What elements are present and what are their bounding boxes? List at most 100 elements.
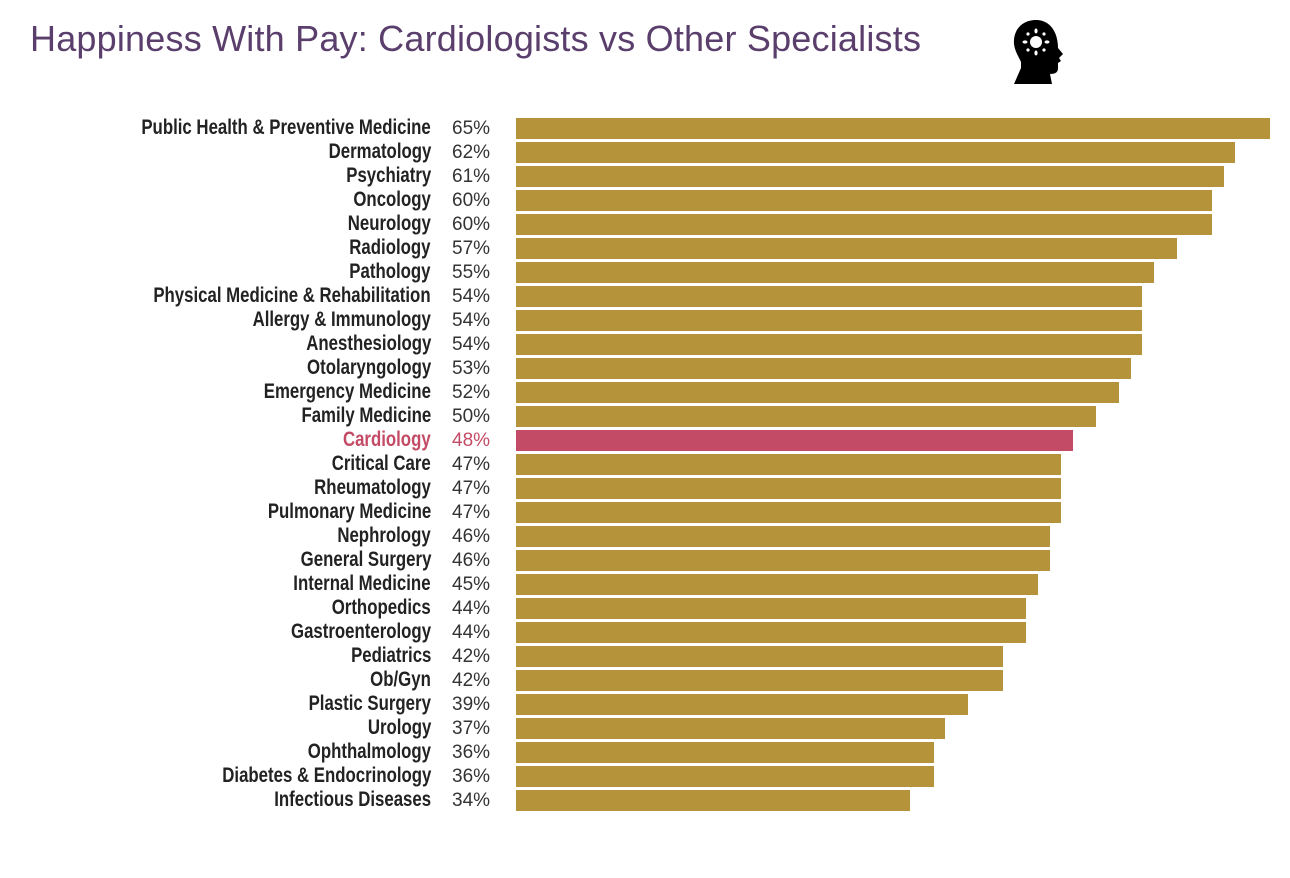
bar-row: Gastroenterology 44% xyxy=(0,621,1290,645)
bar xyxy=(516,382,1120,403)
bar-row: Pathology 55% xyxy=(0,261,1290,285)
category-label: Ophthalmology xyxy=(307,740,431,763)
category-label: Pediatrics xyxy=(350,644,431,667)
category-label: Public Health & Preventive Medicine xyxy=(141,116,431,139)
category-label: General Surgery xyxy=(300,548,431,571)
value-label: 39% xyxy=(452,694,491,715)
category-label: Orthopedics xyxy=(332,596,431,619)
bar xyxy=(516,502,1062,523)
bar xyxy=(516,358,1131,379)
bar xyxy=(516,190,1212,211)
value-label: 47% xyxy=(452,454,491,475)
bar-row: Public Health & Preventive Medicine 65% xyxy=(0,117,1290,141)
bar-row: Radiology 57% xyxy=(0,237,1290,261)
bar-row: Pulmonary Medicine 47% xyxy=(0,501,1290,525)
category-label: Radiology xyxy=(349,236,431,259)
bar xyxy=(516,262,1154,283)
category-label: Pulmonary Medicine xyxy=(267,500,431,523)
bar xyxy=(516,166,1224,187)
chart-title: Happiness With Pay: Cardiologists vs Oth… xyxy=(30,18,922,59)
bar xyxy=(516,742,934,763)
bar-row: General Surgery 46% xyxy=(0,549,1290,573)
bar-row: Pediatrics 42% xyxy=(0,645,1290,669)
value-label: 44% xyxy=(452,622,491,643)
category-label: Nephrology xyxy=(337,524,431,547)
category-label: Plastic Surgery xyxy=(308,692,431,715)
bar-row: Diabetes & Endocrinology 36% xyxy=(0,765,1290,789)
category-label: Rheumatology xyxy=(314,476,431,499)
value-label: 45% xyxy=(452,574,491,595)
bar-row: Ophthalmology 36% xyxy=(0,741,1290,765)
value-label: 54% xyxy=(452,286,491,307)
bar xyxy=(516,286,1143,307)
bar xyxy=(516,574,1038,595)
value-label: 53% xyxy=(452,358,491,379)
bar-row: Internal Medicine 45% xyxy=(0,573,1290,597)
bar xyxy=(516,454,1062,475)
bar-row: Oncology 60% xyxy=(0,189,1290,213)
bar-row: Anesthesiology 54% xyxy=(0,333,1290,357)
bar-row: Emergency Medicine 52% xyxy=(0,381,1290,405)
bar xyxy=(516,334,1143,355)
bar-row: Cardiology 48% xyxy=(0,429,1290,453)
category-label: Emergency Medicine xyxy=(263,380,431,403)
bar xyxy=(516,766,934,787)
bar-row: Psychiatry 61% xyxy=(0,165,1290,189)
value-label: 37% xyxy=(452,718,491,739)
value-label: 46% xyxy=(452,526,491,547)
bar xyxy=(516,238,1178,259)
bar xyxy=(516,142,1236,163)
bar-row: Neurology 60% xyxy=(0,213,1290,237)
bar xyxy=(516,478,1062,499)
category-label: Cardiology xyxy=(343,428,431,451)
value-label: 44% xyxy=(452,598,491,619)
value-label: 36% xyxy=(452,766,491,787)
bar-row: Rheumatology 47% xyxy=(0,477,1290,501)
bar-row: Family Medicine 50% xyxy=(0,405,1290,429)
value-label: 62% xyxy=(452,142,491,163)
value-label: 55% xyxy=(452,262,491,283)
value-label: 34% xyxy=(452,790,491,811)
category-label: Psychiatry xyxy=(346,164,431,187)
value-label: 36% xyxy=(452,742,491,763)
bar xyxy=(516,430,1073,451)
category-label: Critical Care xyxy=(332,452,431,475)
value-label: 48% xyxy=(452,430,491,451)
category-label: Anesthesiology xyxy=(305,332,431,355)
bar xyxy=(516,694,969,715)
value-label: 47% xyxy=(452,478,491,499)
bar-row: Critical Care 47% xyxy=(0,453,1290,477)
bar xyxy=(516,718,946,739)
value-label: 50% xyxy=(452,406,491,427)
bar-row: Orthopedics 44% xyxy=(0,597,1290,621)
category-label: Diabetes & Endocrinology xyxy=(221,764,431,787)
category-label: Internal Medicine xyxy=(293,572,431,595)
category-label: Family Medicine xyxy=(301,404,431,427)
value-label: 52% xyxy=(452,382,491,403)
bar xyxy=(516,406,1096,427)
category-label: Allergy & Immunology xyxy=(252,308,431,331)
category-label: Ob/Gyn xyxy=(370,668,431,691)
category-label: Infectious Diseases xyxy=(274,788,431,811)
category-label: Otolaryngology xyxy=(306,356,431,379)
bar xyxy=(516,118,1270,139)
value-label: 42% xyxy=(452,646,491,667)
bar xyxy=(516,310,1143,331)
category-label: Pathology xyxy=(349,260,431,283)
head-with-sun-icon xyxy=(1013,20,1063,84)
bar-row: Physical Medicine & Rehabilitation 54% xyxy=(0,285,1290,309)
value-label: 42% xyxy=(452,670,491,691)
bar-row: Infectious Diseases 34% xyxy=(0,789,1290,813)
bar-row: Nephrology 46% xyxy=(0,525,1290,549)
category-label: Physical Medicine & Rehabilitation xyxy=(153,284,431,307)
bar xyxy=(516,646,1004,667)
bar-row: Plastic Surgery 39% xyxy=(0,693,1290,717)
bar xyxy=(516,790,911,811)
bar-row: Ob/Gyn 42% xyxy=(0,669,1290,693)
value-label: 60% xyxy=(452,214,491,235)
category-label: Dermatology xyxy=(328,140,431,163)
bar-row: Otolaryngology 53% xyxy=(0,357,1290,381)
bar-row: Urology 37% xyxy=(0,717,1290,741)
bar xyxy=(516,670,1004,691)
bar xyxy=(516,622,1027,643)
